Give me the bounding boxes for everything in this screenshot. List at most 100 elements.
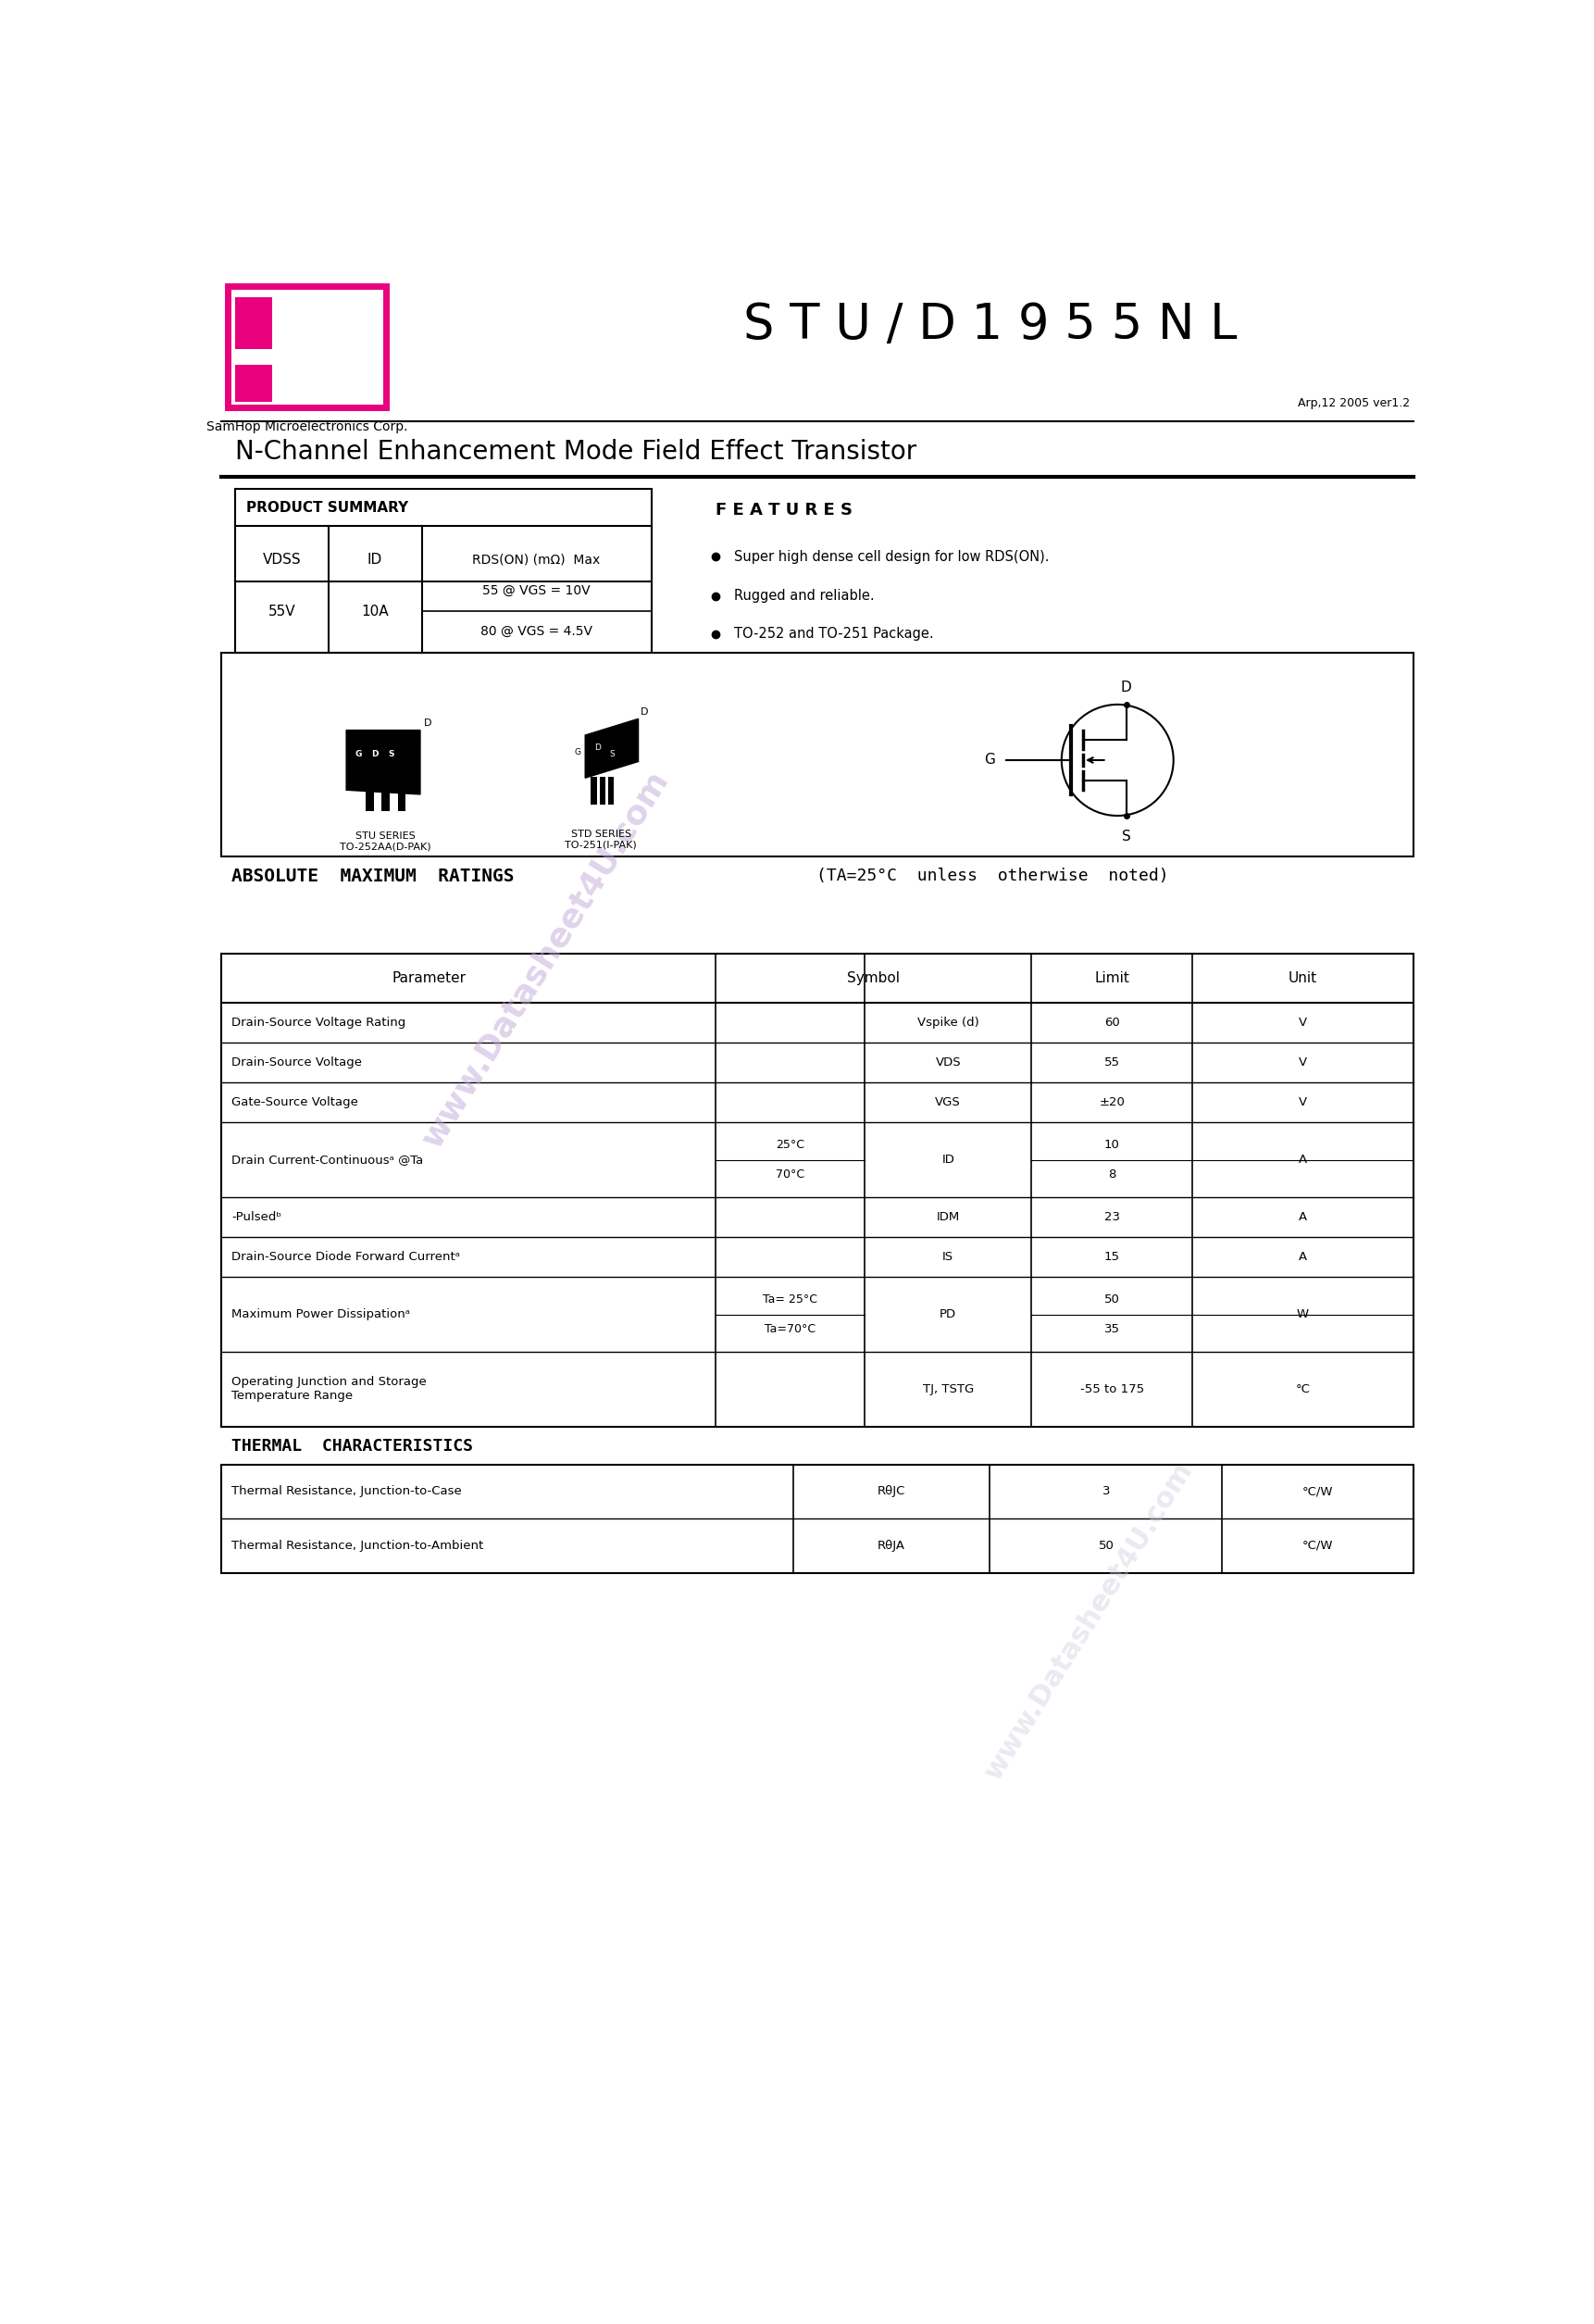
Text: 23: 23 xyxy=(1105,1211,1121,1222)
Text: Symbol: Symbol xyxy=(846,971,901,985)
Text: Thermal Resistance, Junction-to-Case: Thermal Resistance, Junction-to-Case xyxy=(231,1485,462,1497)
Text: V: V xyxy=(1299,1057,1307,1069)
Text: -Pulsedᵇ: -Pulsedᵇ xyxy=(231,1211,282,1222)
Text: A: A xyxy=(1299,1250,1307,1262)
Text: Vspike (d): Vspike (d) xyxy=(917,1016,979,1030)
Bar xyxy=(609,776,614,804)
Text: Thermal Resistance, Junction-to-Ambient: Thermal Resistance, Junction-to-Ambient xyxy=(231,1541,483,1552)
Text: Unit: Unit xyxy=(1288,971,1317,985)
Text: Gate-Source Voltage: Gate-Source Voltage xyxy=(231,1097,359,1109)
Text: PRODUCT SUMMARY: PRODUCT SUMMARY xyxy=(245,500,408,514)
Text: °C/W: °C/W xyxy=(1302,1541,1333,1552)
Bar xyxy=(236,365,273,402)
Text: S T U / D 1 9 5 5 N L: S T U / D 1 9 5 5 N L xyxy=(743,302,1237,349)
Text: 35: 35 xyxy=(1105,1322,1121,1336)
Text: RDS(ON) (mΩ)  Max: RDS(ON) (mΩ) Max xyxy=(472,553,601,567)
Text: 50: 50 xyxy=(1098,1541,1114,1552)
Text: Drain Current-Continuousᵃ @Ta: Drain Current-Continuousᵃ @Ta xyxy=(231,1153,424,1167)
Bar xyxy=(367,788,375,811)
Text: 55V: 55V xyxy=(268,604,295,618)
Text: G: G xyxy=(575,748,582,755)
Text: N-Channel Enhancement Mode Field Effect Transistor: N-Channel Enhancement Mode Field Effect … xyxy=(236,439,917,465)
Text: Arp,12 2005 ver1.2: Arp,12 2005 ver1.2 xyxy=(1298,397,1409,409)
Text: Ta=70°C: Ta=70°C xyxy=(765,1322,816,1336)
Text: 3: 3 xyxy=(1101,1485,1109,1497)
Text: Super high dense cell design for low RDS(ON).: Super high dense cell design for low RDS… xyxy=(733,551,1049,565)
Text: -55 to 175: -55 to 175 xyxy=(1081,1383,1144,1394)
Text: Rugged and reliable.: Rugged and reliable. xyxy=(733,590,874,604)
Polygon shape xyxy=(346,730,421,795)
Text: 70°C: 70°C xyxy=(776,1169,805,1181)
Text: 55: 55 xyxy=(1105,1057,1121,1069)
Text: ID: ID xyxy=(368,553,383,567)
Text: Limit: Limit xyxy=(1095,971,1130,985)
Text: Maximum Power Dissipationᵃ: Maximum Power Dissipationᵃ xyxy=(231,1308,410,1320)
Text: ABSOLUTE  MAXIMUM  RATINGS: ABSOLUTE MAXIMUM RATINGS xyxy=(231,867,515,885)
Text: TO-252 and TO-251 Package.: TO-252 and TO-251 Package. xyxy=(733,627,934,641)
Bar xyxy=(222,653,1412,855)
Text: G: G xyxy=(985,753,996,767)
Bar xyxy=(599,776,606,804)
Text: S: S xyxy=(609,751,614,758)
Polygon shape xyxy=(585,718,638,779)
Text: IDM: IDM xyxy=(936,1211,960,1222)
Circle shape xyxy=(1062,704,1173,816)
Text: THERMAL  CHARACTERISTICS: THERMAL CHARACTERISTICS xyxy=(231,1439,473,1455)
Text: ID: ID xyxy=(942,1153,955,1167)
Text: D: D xyxy=(641,706,649,716)
Text: W: W xyxy=(1296,1308,1309,1320)
Text: A: A xyxy=(1299,1153,1307,1167)
Text: 15: 15 xyxy=(1105,1250,1121,1262)
Text: Ta= 25°C: Ta= 25°C xyxy=(764,1294,818,1306)
Text: D: D xyxy=(595,744,601,753)
Text: S: S xyxy=(389,751,395,758)
Text: 8: 8 xyxy=(1108,1169,1116,1181)
Text: (TA=25°C  unless  otherwise  noted): (TA=25°C unless otherwise noted) xyxy=(816,867,1168,885)
Text: VGS: VGS xyxy=(936,1097,961,1109)
Bar xyxy=(236,351,273,363)
Text: 80 @ VGS = 4.5V: 80 @ VGS = 4.5V xyxy=(480,625,593,639)
Text: 10: 10 xyxy=(1105,1139,1121,1150)
Text: Operating Junction and Storage
Temperature Range: Operating Junction and Storage Temperatu… xyxy=(231,1376,427,1401)
Text: 55 @ VGS = 10V: 55 @ VGS = 10V xyxy=(483,583,590,597)
Bar xyxy=(236,297,273,349)
Text: www.Datasheet4U.com: www.Datasheet4U.com xyxy=(416,765,674,1153)
Bar xyxy=(222,955,1412,1427)
Text: S: S xyxy=(1122,830,1130,844)
Text: A: A xyxy=(1299,1211,1307,1222)
Text: F E A T U R E S: F E A T U R E S xyxy=(716,502,853,518)
Text: SamHop Microelectronics Corp.: SamHop Microelectronics Corp. xyxy=(206,421,408,432)
Bar xyxy=(397,788,405,811)
Text: Drain-Source Voltage: Drain-Source Voltage xyxy=(231,1057,362,1069)
Text: VDSS: VDSS xyxy=(263,553,301,567)
Text: Parameter: Parameter xyxy=(392,971,465,985)
Text: Drain-Source Voltage Rating: Drain-Source Voltage Rating xyxy=(231,1016,406,1030)
Text: 50: 50 xyxy=(1105,1294,1121,1306)
Text: °C/W: °C/W xyxy=(1302,1485,1333,1497)
Text: G: G xyxy=(355,751,362,758)
Text: RθJA: RθJA xyxy=(878,1541,905,1552)
Text: °C: °C xyxy=(1296,1383,1310,1394)
Bar xyxy=(346,730,421,748)
Text: ±20: ±20 xyxy=(1100,1097,1125,1109)
Text: V: V xyxy=(1299,1016,1307,1030)
Bar xyxy=(228,286,386,407)
Text: 10A: 10A xyxy=(362,604,389,618)
Text: STD SERIES
TO-251(I-PAK): STD SERIES TO-251(I-PAK) xyxy=(564,830,638,848)
Text: RθJC: RθJC xyxy=(877,1485,905,1497)
Text: D: D xyxy=(424,718,432,727)
Text: VDS: VDS xyxy=(936,1057,961,1069)
Bar xyxy=(222,1464,1412,1573)
Text: D: D xyxy=(371,751,378,758)
Text: IS: IS xyxy=(942,1250,953,1262)
Text: 25°C: 25°C xyxy=(776,1139,805,1150)
Text: STU SERIES
TO-252AA(D-PAK): STU SERIES TO-252AA(D-PAK) xyxy=(340,832,432,851)
Text: D: D xyxy=(1121,681,1132,695)
Bar xyxy=(236,488,652,653)
Text: PD: PD xyxy=(940,1308,956,1320)
Text: www.Datasheet4U.com: www.Datasheet4U.com xyxy=(980,1457,1197,1785)
Text: TJ, TSTG: TJ, TSTG xyxy=(923,1383,974,1394)
Bar xyxy=(383,788,389,811)
Text: Drain-Source Diode Forward Currentᵃ: Drain-Source Diode Forward Currentᵃ xyxy=(231,1250,461,1262)
Text: V: V xyxy=(1299,1097,1307,1109)
